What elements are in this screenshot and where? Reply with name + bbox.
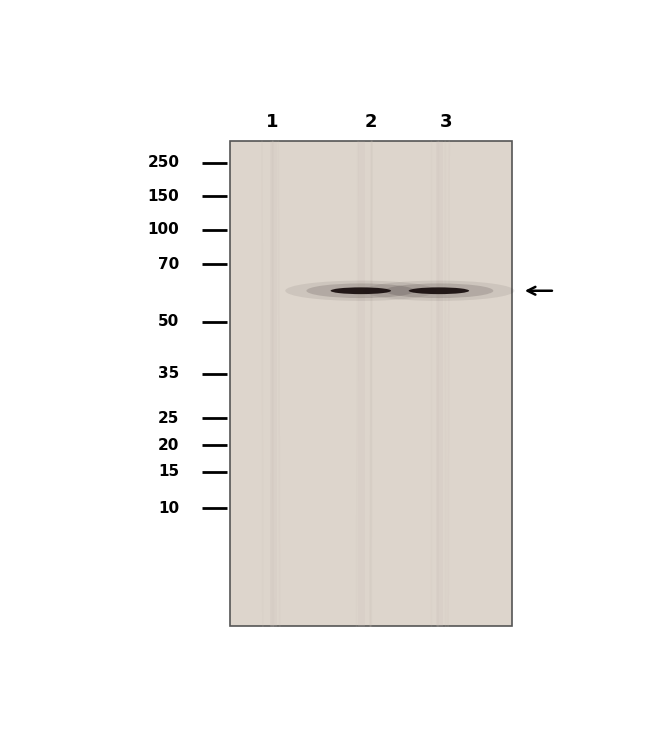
Text: 25: 25 <box>158 411 179 425</box>
Ellipse shape <box>285 280 436 301</box>
Text: 70: 70 <box>158 257 179 272</box>
Text: 15: 15 <box>159 464 179 479</box>
Ellipse shape <box>306 283 415 298</box>
Text: 250: 250 <box>148 155 179 171</box>
Text: 35: 35 <box>158 366 179 381</box>
Text: 100: 100 <box>148 223 179 237</box>
Text: 10: 10 <box>159 501 179 516</box>
Text: 3: 3 <box>440 113 452 130</box>
Ellipse shape <box>409 288 469 294</box>
Ellipse shape <box>331 288 391 294</box>
Bar <box>230 141 512 626</box>
Text: 50: 50 <box>158 314 179 329</box>
Text: 1: 1 <box>266 113 279 130</box>
Ellipse shape <box>363 280 514 301</box>
Text: 150: 150 <box>148 189 179 203</box>
Ellipse shape <box>385 283 493 298</box>
Text: 20: 20 <box>158 438 179 452</box>
Text: 2: 2 <box>365 113 377 130</box>
